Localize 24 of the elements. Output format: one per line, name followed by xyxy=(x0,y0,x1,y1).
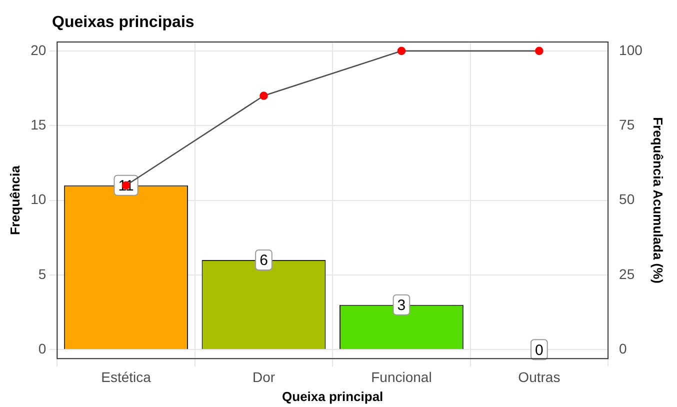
y-axis-title: Frequência xyxy=(7,164,22,235)
x-tick-label: Funcional xyxy=(371,368,432,385)
y2-axis-title: Frequência Acumulada (%) xyxy=(650,117,666,284)
y-tick-label: 15 xyxy=(30,116,46,132)
y-tick-label: 10 xyxy=(30,191,46,208)
point xyxy=(260,92,268,100)
data-label: 3 xyxy=(397,296,406,314)
y-tick-label: 0 xyxy=(38,340,46,356)
point xyxy=(535,46,544,56)
y-tick-label: 20 xyxy=(30,42,46,58)
y2-tick-label: 75 xyxy=(619,116,635,132)
x-axis-title: Queixa principal xyxy=(282,388,384,404)
y2-tick-label: 25 xyxy=(619,266,635,282)
chart-title: Queixas principais xyxy=(52,14,194,32)
y-tick-label: 5 xyxy=(38,266,46,282)
y2-tick-label: 100 xyxy=(619,42,643,58)
point xyxy=(397,46,406,56)
data-label: 0 xyxy=(535,342,544,359)
y2-tick-label: 0 xyxy=(619,340,628,356)
x-tick-label: Estética xyxy=(101,368,152,385)
y2-tick-label: 50 xyxy=(619,191,635,208)
x-tick-label: Dor xyxy=(252,368,276,385)
data-label: 6 xyxy=(260,252,268,270)
x-tick-label: Outras xyxy=(518,368,560,385)
